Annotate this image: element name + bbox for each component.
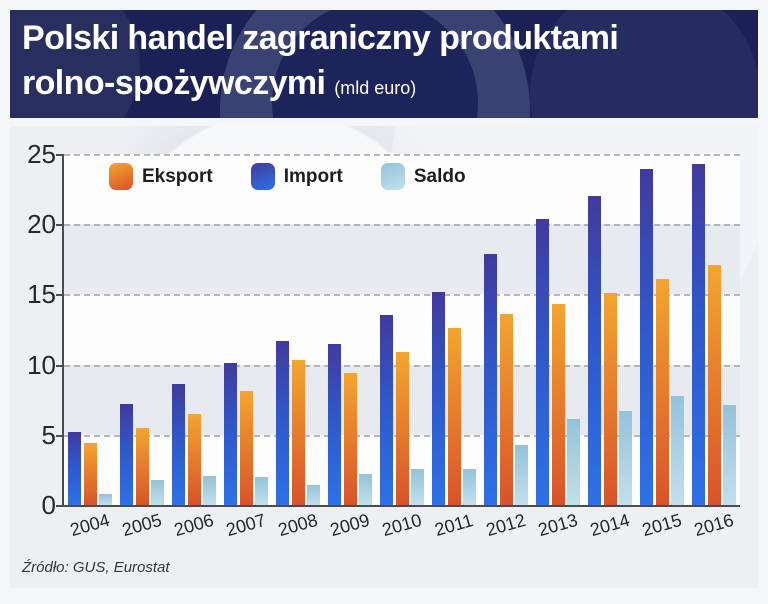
legend-label-eksport: Eksport xyxy=(142,165,213,187)
y-tick-label-10: 10 xyxy=(27,349,56,380)
bar-import-2010 xyxy=(380,315,393,505)
bar-import-2015 xyxy=(640,169,653,505)
legend-label-import: Import xyxy=(283,165,343,187)
header-decor-left xyxy=(10,10,140,118)
chart-card: Eksport Import Saldo 0 5 10 15 20 25 2004 2005 20… xyxy=(10,126,758,588)
y-tick-mark xyxy=(56,364,63,367)
bar-eksport-2006 xyxy=(188,413,201,505)
bar-saldo-2010 xyxy=(411,468,424,505)
bar-eksport-2016 xyxy=(708,264,721,505)
bar-eksport-2015 xyxy=(656,278,669,505)
bar-import-2016 xyxy=(692,163,705,505)
legend-item-saldo: Saldo xyxy=(380,163,466,190)
bar-saldo-2016 xyxy=(723,405,736,505)
x-axis-line xyxy=(56,505,740,507)
legend-swatch-eksport xyxy=(109,163,133,190)
y-tick-mark xyxy=(56,224,63,227)
legend: Eksport Import Saldo xyxy=(109,163,466,190)
legend-item-eksport: Eksport xyxy=(109,163,213,190)
header-circle-watermark-inner xyxy=(272,10,478,118)
y-tick-label-15: 15 xyxy=(27,279,56,310)
bar-saldo-2009 xyxy=(359,474,372,505)
bar-eksport-2004 xyxy=(84,443,97,505)
title-line1: Polski handel zagraniczny produktami xyxy=(22,19,619,57)
bar-saldo-2006 xyxy=(203,475,216,505)
gridline-15 xyxy=(64,294,740,297)
legend-item-import: Import xyxy=(250,163,343,190)
chart-title: Polski handel zagraniczny produktami rol… xyxy=(22,16,746,111)
legend-swatch-saldo xyxy=(380,163,405,190)
bar-saldo-2005 xyxy=(151,479,164,505)
bar-eksport-2005 xyxy=(136,427,149,505)
bar-eksport-2014 xyxy=(604,293,617,505)
bar-eksport-2007 xyxy=(240,391,253,505)
y-tick-mark xyxy=(56,154,63,156)
bar-saldo-2012 xyxy=(515,444,528,505)
bar-import-2009 xyxy=(328,343,341,505)
bar-eksport-2008 xyxy=(292,360,305,505)
bar-eksport-2009 xyxy=(344,373,357,505)
bar-import-2014 xyxy=(588,196,601,505)
bar-eksport-2010 xyxy=(396,351,409,505)
bar-import-2004 xyxy=(68,432,81,505)
y-axis-line xyxy=(62,154,64,507)
header-decor-right xyxy=(530,10,758,118)
bar-saldo-2008 xyxy=(307,485,320,505)
bar-import-2007 xyxy=(224,363,237,505)
bar-saldo-2004 xyxy=(99,493,112,505)
bar-eksport-2013 xyxy=(552,304,565,505)
title-unit-suffix: (mld euro) xyxy=(334,78,417,98)
header-banner: Polski handel zagraniczny produktami rol… xyxy=(10,10,758,118)
bar-import-2006 xyxy=(172,384,185,505)
bar-saldo-2015 xyxy=(671,395,684,505)
legend-swatch-import xyxy=(250,163,275,190)
bar-saldo-2013 xyxy=(567,419,580,505)
bar-import-2005 xyxy=(120,403,133,505)
legend-label-saldo: Saldo xyxy=(413,165,466,187)
plot-band xyxy=(64,224,740,295)
bar-import-2011 xyxy=(432,291,445,505)
bar-import-2013 xyxy=(536,218,549,505)
bar-saldo-2011 xyxy=(463,468,476,505)
bar-saldo-2014 xyxy=(619,410,632,505)
y-tick-mark xyxy=(56,294,63,297)
y-tick-label-20: 20 xyxy=(27,209,56,240)
y-tick-label-5: 5 xyxy=(41,419,56,450)
bar-import-2008 xyxy=(276,340,289,505)
y-tick-label-25: 25 xyxy=(27,139,56,169)
bar-eksport-2011 xyxy=(448,328,461,505)
plot-area: Eksport Import Saldo xyxy=(56,154,740,507)
bar-import-2012 xyxy=(484,253,497,505)
gridline-25 xyxy=(64,154,740,156)
y-tick-mark xyxy=(56,434,63,437)
y-tick-label-0: 0 xyxy=(41,490,56,520)
source-note: Źródło: GUS, Eurostat xyxy=(22,559,170,576)
title-line2: rolno-spożywczymi xyxy=(22,64,326,102)
infographic: Polski handel zagraniczny produktami rol… xyxy=(10,10,758,588)
bar-eksport-2012 xyxy=(500,314,513,505)
gridline-20 xyxy=(64,224,740,227)
bar-saldo-2007 xyxy=(255,476,268,505)
